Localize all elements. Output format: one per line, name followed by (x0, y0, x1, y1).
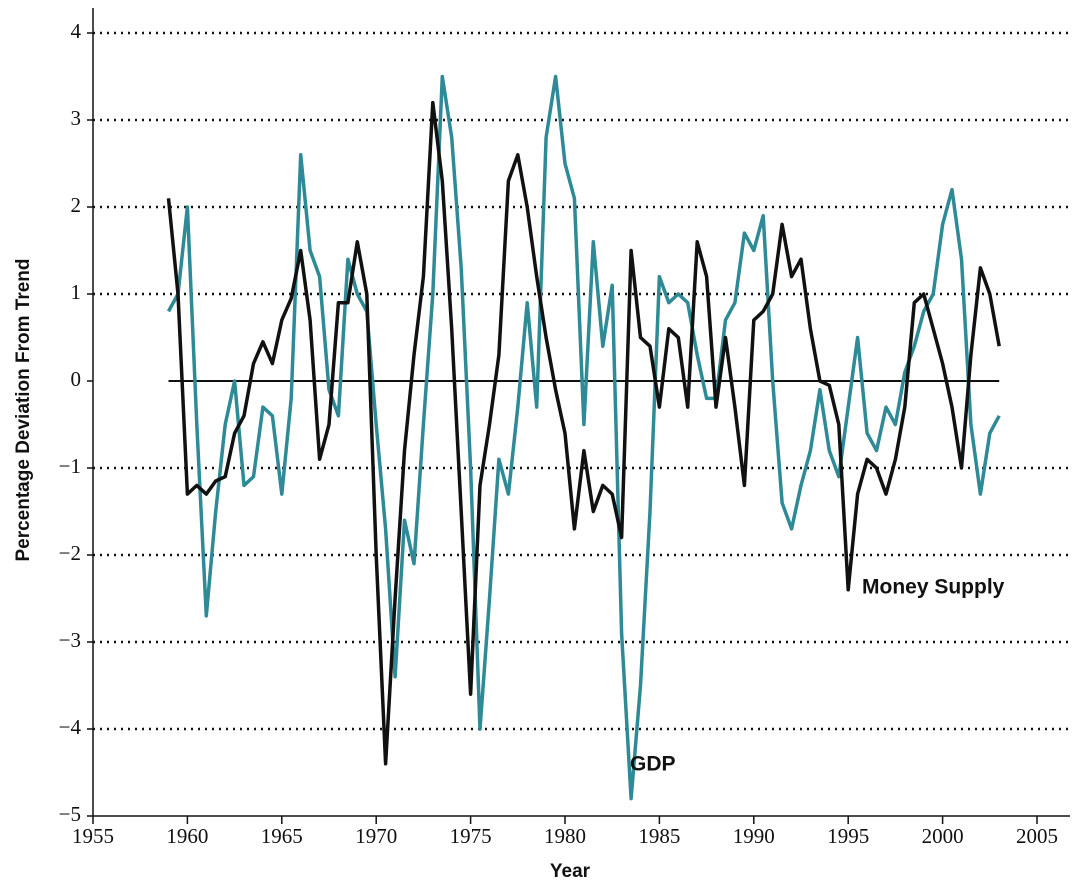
x-axis-label: Year (550, 861, 591, 882)
y-tick-label: −1 (59, 454, 81, 478)
y-tick-label: 0 (71, 367, 82, 391)
y-tick-label: 3 (71, 106, 82, 130)
x-tick-label: 1985 (638, 824, 680, 848)
x-tick-label: 2005 (1016, 824, 1058, 848)
y-tick-label: −2 (59, 541, 81, 565)
y-tick-label: 1 (71, 280, 82, 304)
x-tick-label: 1980 (544, 824, 586, 848)
y-tick-label: 2 (71, 193, 82, 217)
x-tick-label: 1970 (355, 824, 397, 848)
series-label: Money Supply (862, 576, 1005, 599)
series-line (166, 74, 1001, 801)
x-tick-label: 1975 (450, 824, 492, 848)
y-tick-label: −5 (59, 802, 81, 826)
x-tick-label: 1995 (827, 824, 869, 848)
x-tick-label: 1965 (261, 824, 303, 848)
y-tick-label: −4 (59, 715, 82, 739)
series-line (166, 100, 1001, 766)
x-tick-label: 2000 (922, 824, 964, 848)
x-tick-label: 1955 (72, 824, 114, 848)
y-tick-label: 4 (71, 19, 82, 43)
series-label: GDP (630, 753, 676, 776)
x-tick-label: 1960 (166, 824, 208, 848)
y-tick-label: −3 (59, 628, 81, 652)
x-tick-label: 1990 (733, 824, 775, 848)
y-axis-label: Percentage Deviation From Trend (13, 258, 34, 561)
